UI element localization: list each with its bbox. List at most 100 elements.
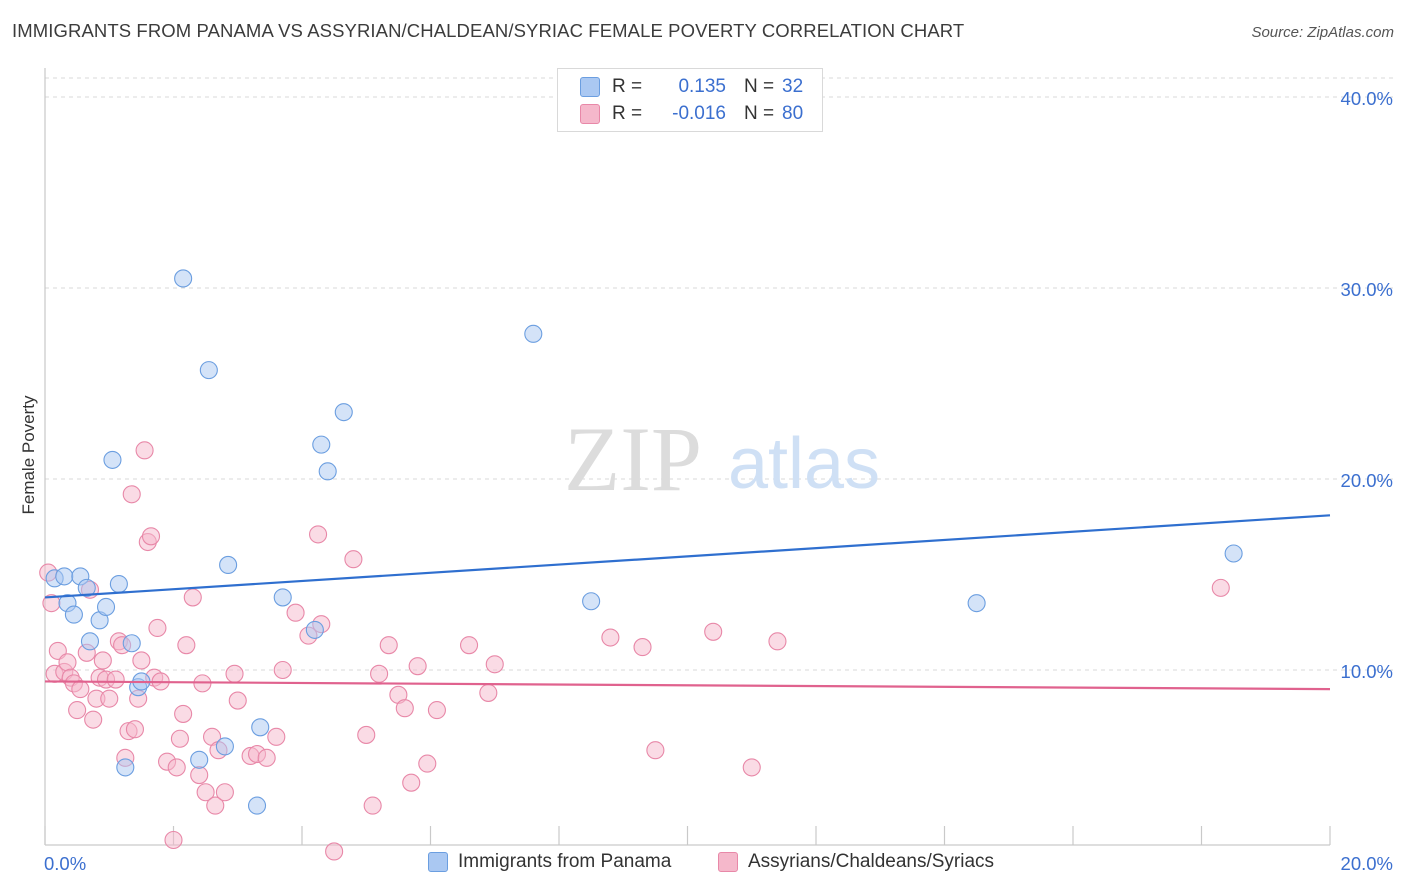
- trend-line-assyrians: [44, 680, 1331, 691]
- point-panama: [305, 620, 324, 639]
- point-panama: [103, 450, 122, 469]
- point-assyrians: [206, 796, 225, 815]
- point-assyrians: [267, 727, 286, 746]
- point-panama: [251, 718, 270, 737]
- point-assyrians: [125, 720, 144, 739]
- watermark: ZIP atlas: [564, 408, 880, 510]
- point-panama: [122, 634, 141, 653]
- series-swatch-pink: [718, 852, 738, 872]
- legend-n-value: 32: [782, 76, 804, 97]
- watermark-zip: ZIP: [564, 408, 702, 510]
- point-assyrians: [106, 670, 125, 689]
- point-assyrians: [601, 628, 620, 647]
- point-assyrians: [479, 683, 498, 702]
- point-assyrians: [427, 701, 446, 720]
- point-assyrians: [768, 632, 787, 651]
- point-assyrians: [379, 636, 398, 655]
- point-panama: [199, 361, 218, 380]
- y-axis-label: Female Poverty: [19, 395, 38, 515]
- point-assyrians: [273, 660, 292, 680]
- watermark-atlas: atlas: [728, 424, 880, 504]
- point-assyrians: [135, 441, 154, 460]
- point-assyrians: [141, 527, 161, 546]
- correlation-legend: R = 0.135 N = 32 R = -0.016 N = 80: [557, 68, 823, 132]
- point-panama: [55, 567, 74, 586]
- point-assyrians: [196, 783, 215, 802]
- series-legend: Immigrants from Panama Assyrians/Chaldea…: [0, 851, 1406, 877]
- legend-n-value: 80: [782, 103, 804, 124]
- point-assyrians: [215, 783, 234, 802]
- point-assyrians: [132, 651, 151, 670]
- legend-swatch-blue: [580, 77, 600, 97]
- point-panama: [219, 555, 238, 575]
- point-assyrians: [459, 636, 479, 655]
- point-assyrians: [177, 636, 196, 655]
- tick-labels: 10.0% 20.0% 30.0% 40.0% 0.0% 20.0%: [44, 88, 1393, 874]
- point-panama: [334, 403, 353, 422]
- point-panama: [64, 605, 83, 624]
- point-panama: [247, 796, 267, 815]
- point-panama: [190, 750, 209, 769]
- point-panama: [116, 758, 135, 777]
- point-panama: [77, 578, 96, 597]
- point-assyrians: [395, 699, 414, 718]
- point-assyrians: [408, 657, 427, 676]
- x-tick-label: 0.0%: [44, 853, 86, 874]
- point-assyrians: [357, 725, 376, 744]
- point-panama: [80, 632, 100, 651]
- point-assyrians: [418, 754, 437, 773]
- series-assyrians-points: [39, 441, 1230, 861]
- legend-n-label: N =: [744, 103, 775, 124]
- point-assyrians: [646, 741, 665, 760]
- point-panama: [174, 269, 193, 288]
- legend-swatch-pink: [580, 104, 600, 124]
- point-assyrians: [190, 765, 209, 785]
- point-assyrians: [174, 704, 193, 723]
- x-tick-label: 20.0%: [1341, 853, 1393, 874]
- point-assyrians: [485, 655, 504, 674]
- point-assyrians: [164, 830, 183, 850]
- series-swatch-blue: [428, 852, 448, 872]
- chart-title: IMMIGRANTS FROM PANAMA VS ASSYRIAN/CHALD…: [12, 20, 965, 41]
- point-assyrians: [402, 773, 421, 792]
- y-tick-label: 40.0%: [1341, 88, 1393, 109]
- trend-lines: [44, 514, 1331, 691]
- source-label: Source: ZipAtlas.com: [1251, 24, 1394, 41]
- point-assyrians: [633, 638, 652, 657]
- point-assyrians: [100, 689, 119, 708]
- point-assyrians: [225, 664, 244, 683]
- point-panama: [318, 462, 337, 481]
- point-assyrians: [167, 758, 186, 777]
- point-assyrians: [742, 758, 761, 777]
- point-assyrians: [228, 691, 247, 710]
- point-panama: [1224, 544, 1243, 563]
- point-assyrians: [1211, 578, 1230, 597]
- point-panama: [582, 592, 601, 611]
- legend-row-panama: R = 0.135 N = 32: [580, 74, 803, 100]
- trend-line-panama: [44, 514, 1331, 599]
- series-legend-assyrians-label: Assyrians/Chaldeans/Syriacs: [748, 851, 995, 872]
- point-panama: [524, 324, 543, 343]
- point-panama: [312, 435, 331, 454]
- legend-n-label: N =: [744, 76, 775, 97]
- grid-lines: [45, 77, 1395, 671]
- point-panama: [215, 737, 234, 756]
- series-legend-panama[interactable]: Immigrants from Panama: [428, 851, 671, 873]
- point-assyrians: [309, 525, 328, 544]
- point-assyrians: [71, 680, 90, 699]
- point-assyrians: [183, 588, 202, 607]
- point-assyrians: [170, 729, 189, 748]
- point-panama: [96, 597, 116, 617]
- point-assyrians: [344, 550, 363, 569]
- point-assyrians: [370, 664, 389, 683]
- point-assyrians: [325, 842, 344, 861]
- point-assyrians: [84, 710, 103, 729]
- series-panama-points: [45, 269, 1243, 815]
- point-assyrians: [363, 796, 382, 815]
- point-assyrians: [704, 622, 723, 641]
- point-assyrians: [257, 748, 276, 767]
- series-legend-assyrians[interactable]: Assyrians/Chaldeans/Syriacs: [718, 851, 994, 873]
- point-panama: [109, 574, 128, 594]
- y-tick-label: 20.0%: [1341, 470, 1393, 491]
